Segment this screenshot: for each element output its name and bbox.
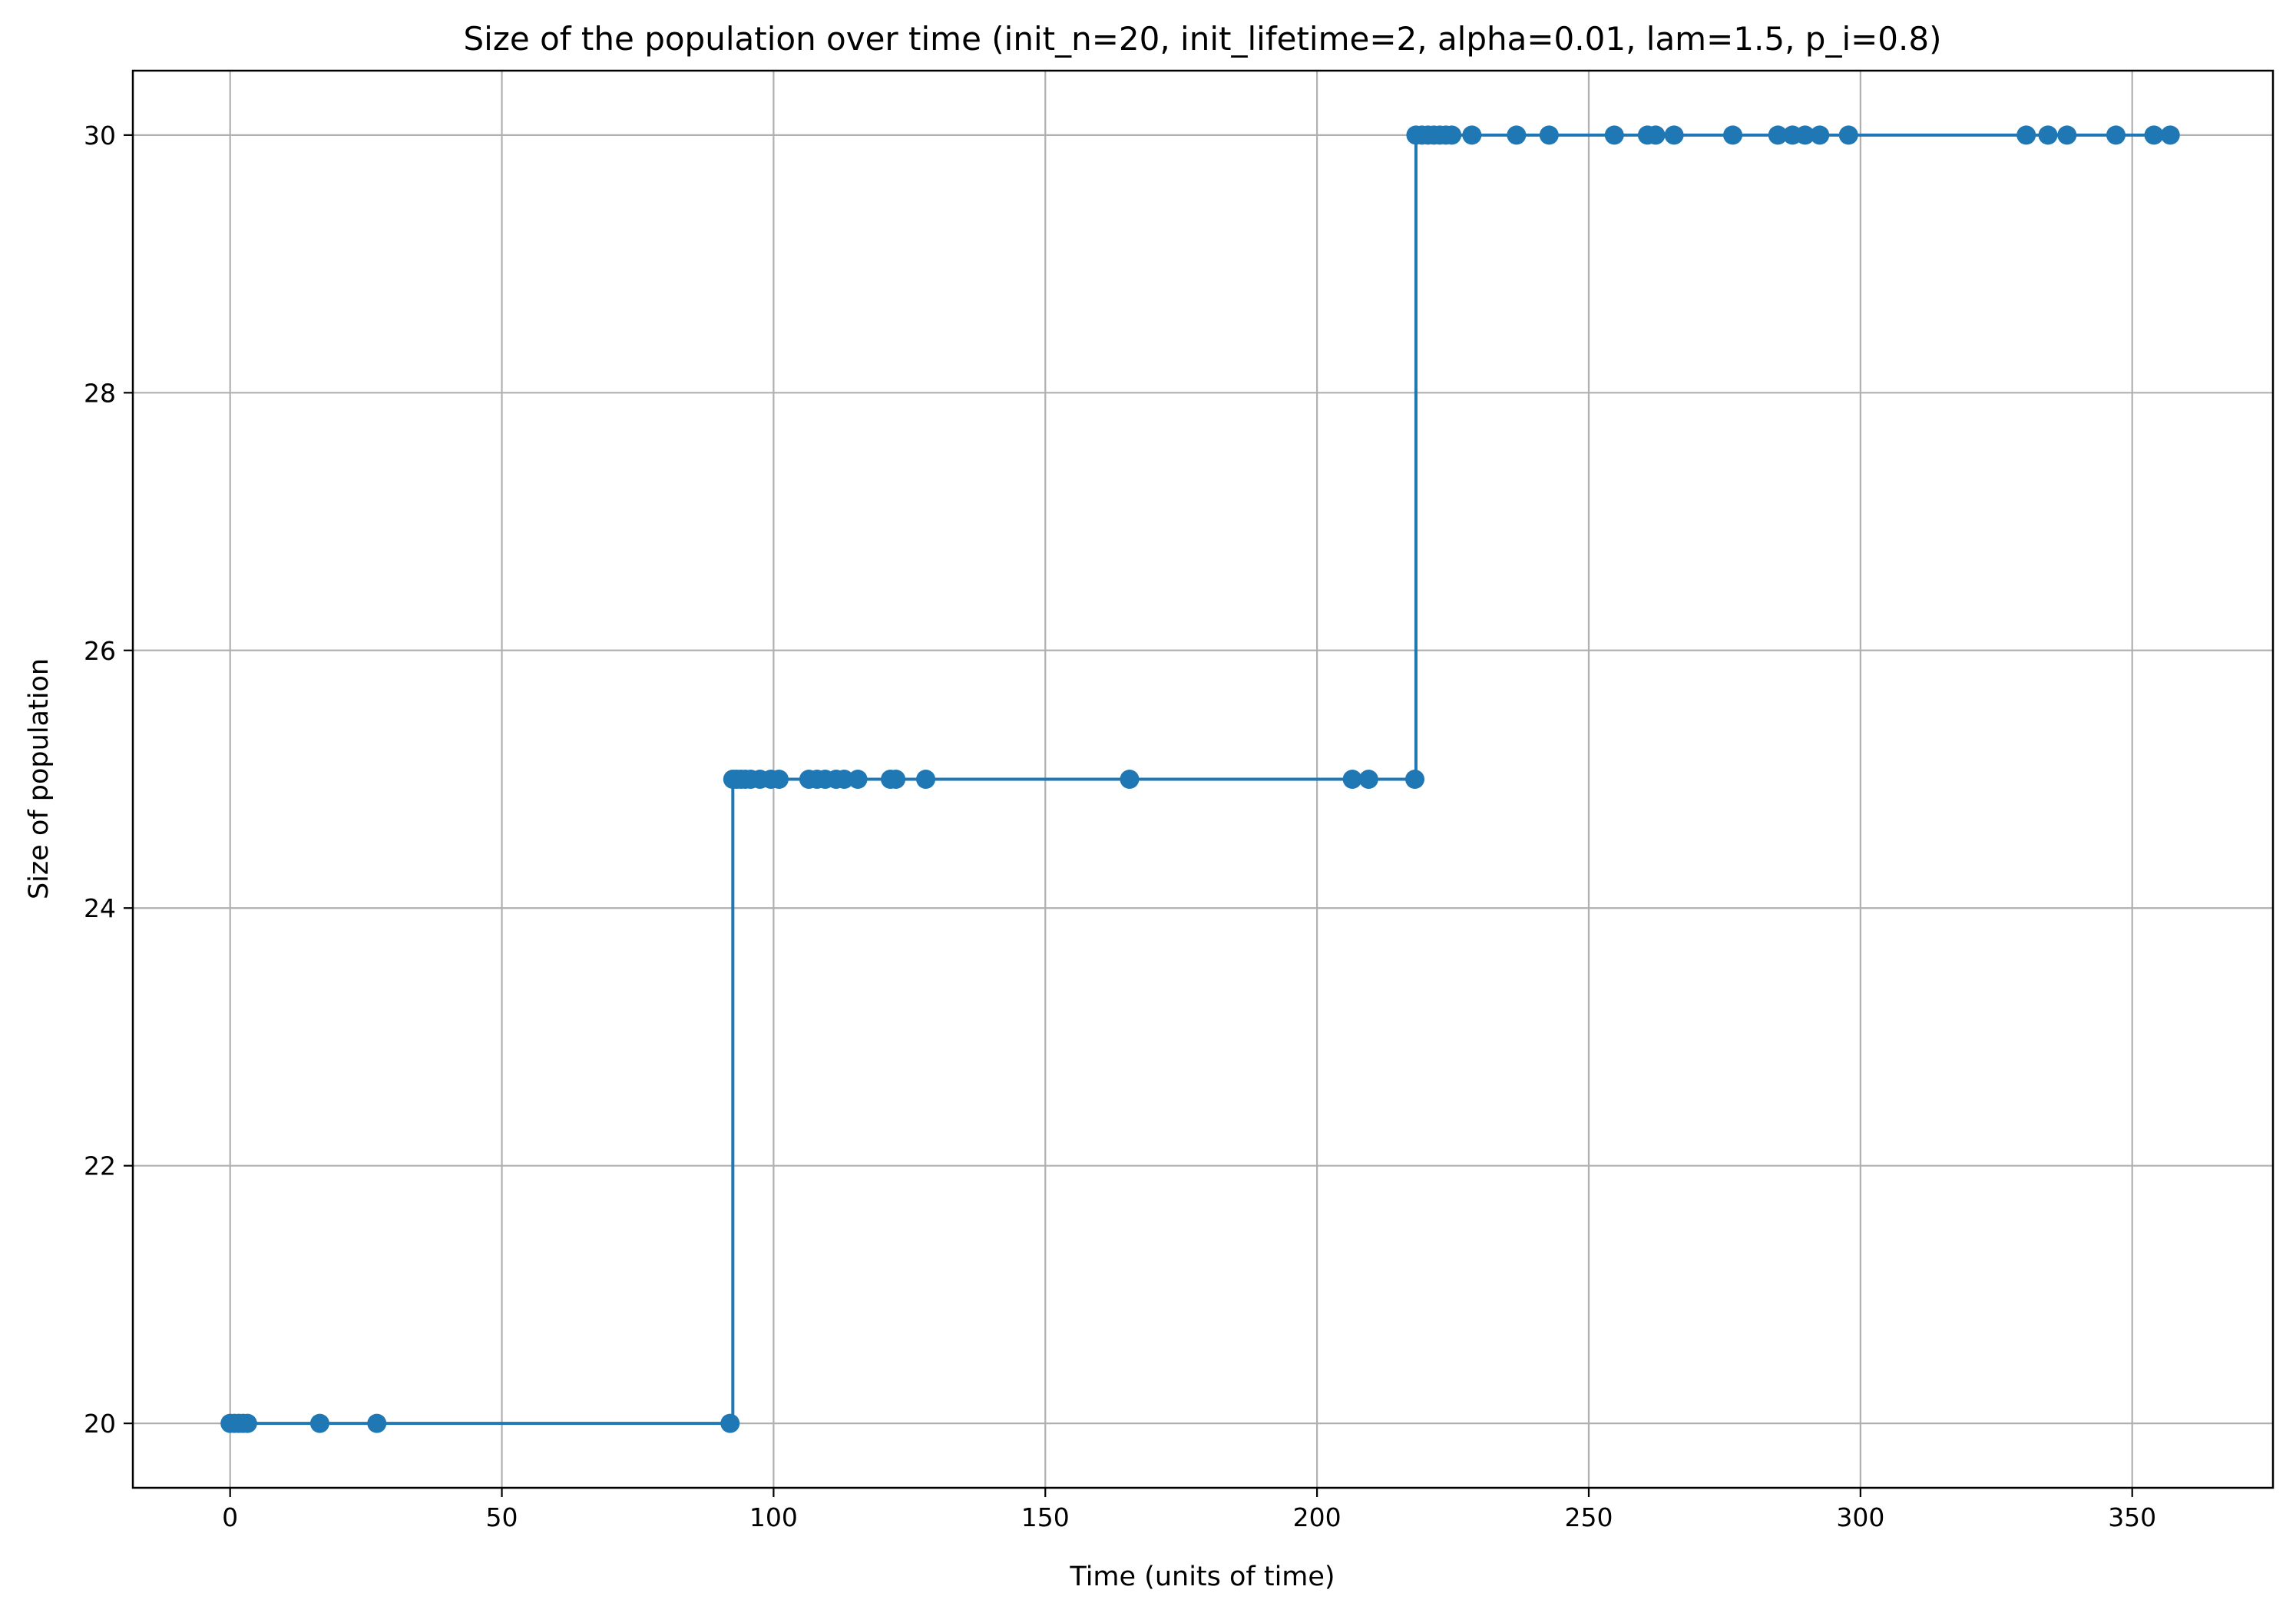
x-tick-label: 350 [2108, 1502, 2156, 1532]
data-series [220, 125, 2180, 1433]
y-tick-label: 30 [84, 121, 116, 151]
data-point [2144, 125, 2164, 145]
data-point [1358, 770, 1378, 789]
data-point [769, 770, 789, 789]
y-tick-label: 28 [84, 378, 116, 408]
data-point [1768, 125, 1788, 145]
data-point [1664, 125, 1684, 145]
x-tick-label: 50 [486, 1502, 518, 1532]
data-point [720, 1413, 740, 1433]
data-point [1405, 770, 1425, 789]
data-point [1462, 125, 1482, 145]
y-tick-label: 22 [84, 1151, 116, 1181]
data-point [1723, 125, 1743, 145]
x-tick-label: 150 [1021, 1502, 1070, 1532]
ticks: 0 50 100 150 200 250 300 350 20 22 24 26 28 30 [84, 121, 2156, 1532]
axes-frame [131, 69, 2274, 1489]
data-point [1810, 125, 1830, 145]
data-point [848, 770, 868, 789]
data-point [367, 1413, 387, 1433]
data-point [886, 770, 906, 789]
y-axis-label: Size of population [24, 658, 55, 899]
data-point [2160, 125, 2180, 145]
x-tick-label: 200 [1293, 1502, 1342, 1532]
data-point [834, 770, 854, 789]
data-point [1120, 770, 1140, 789]
y-tick-label: 20 [84, 1409, 116, 1439]
data-point [1442, 125, 1462, 145]
x-axis-label: Time (units of time) [1069, 1562, 1335, 1592]
data-point [2106, 125, 2126, 145]
data-point [2038, 125, 2058, 145]
data-point [2016, 125, 2036, 145]
x-tick-label: 100 [749, 1502, 798, 1532]
data-point [1838, 125, 1858, 145]
data-point [309, 1413, 329, 1433]
y-tick-label: 26 [84, 636, 116, 666]
x-tick-label: 0 [222, 1502, 238, 1532]
x-tick-label: 300 [1836, 1502, 1884, 1532]
data-point [237, 1413, 257, 1433]
data-point [1539, 125, 1559, 145]
x-tick-label: 250 [1564, 1502, 1613, 1532]
data-point [1507, 125, 1527, 145]
data-point [916, 770, 936, 789]
y-tick-label: 24 [84, 893, 116, 923]
data-point [1604, 125, 1624, 145]
data-point [1795, 125, 1815, 145]
chart-title: Size of the population over time (init_n… [464, 20, 1942, 58]
data-point [1646, 125, 1666, 145]
data-point [2057, 125, 2077, 145]
data-point [1342, 770, 1362, 789]
